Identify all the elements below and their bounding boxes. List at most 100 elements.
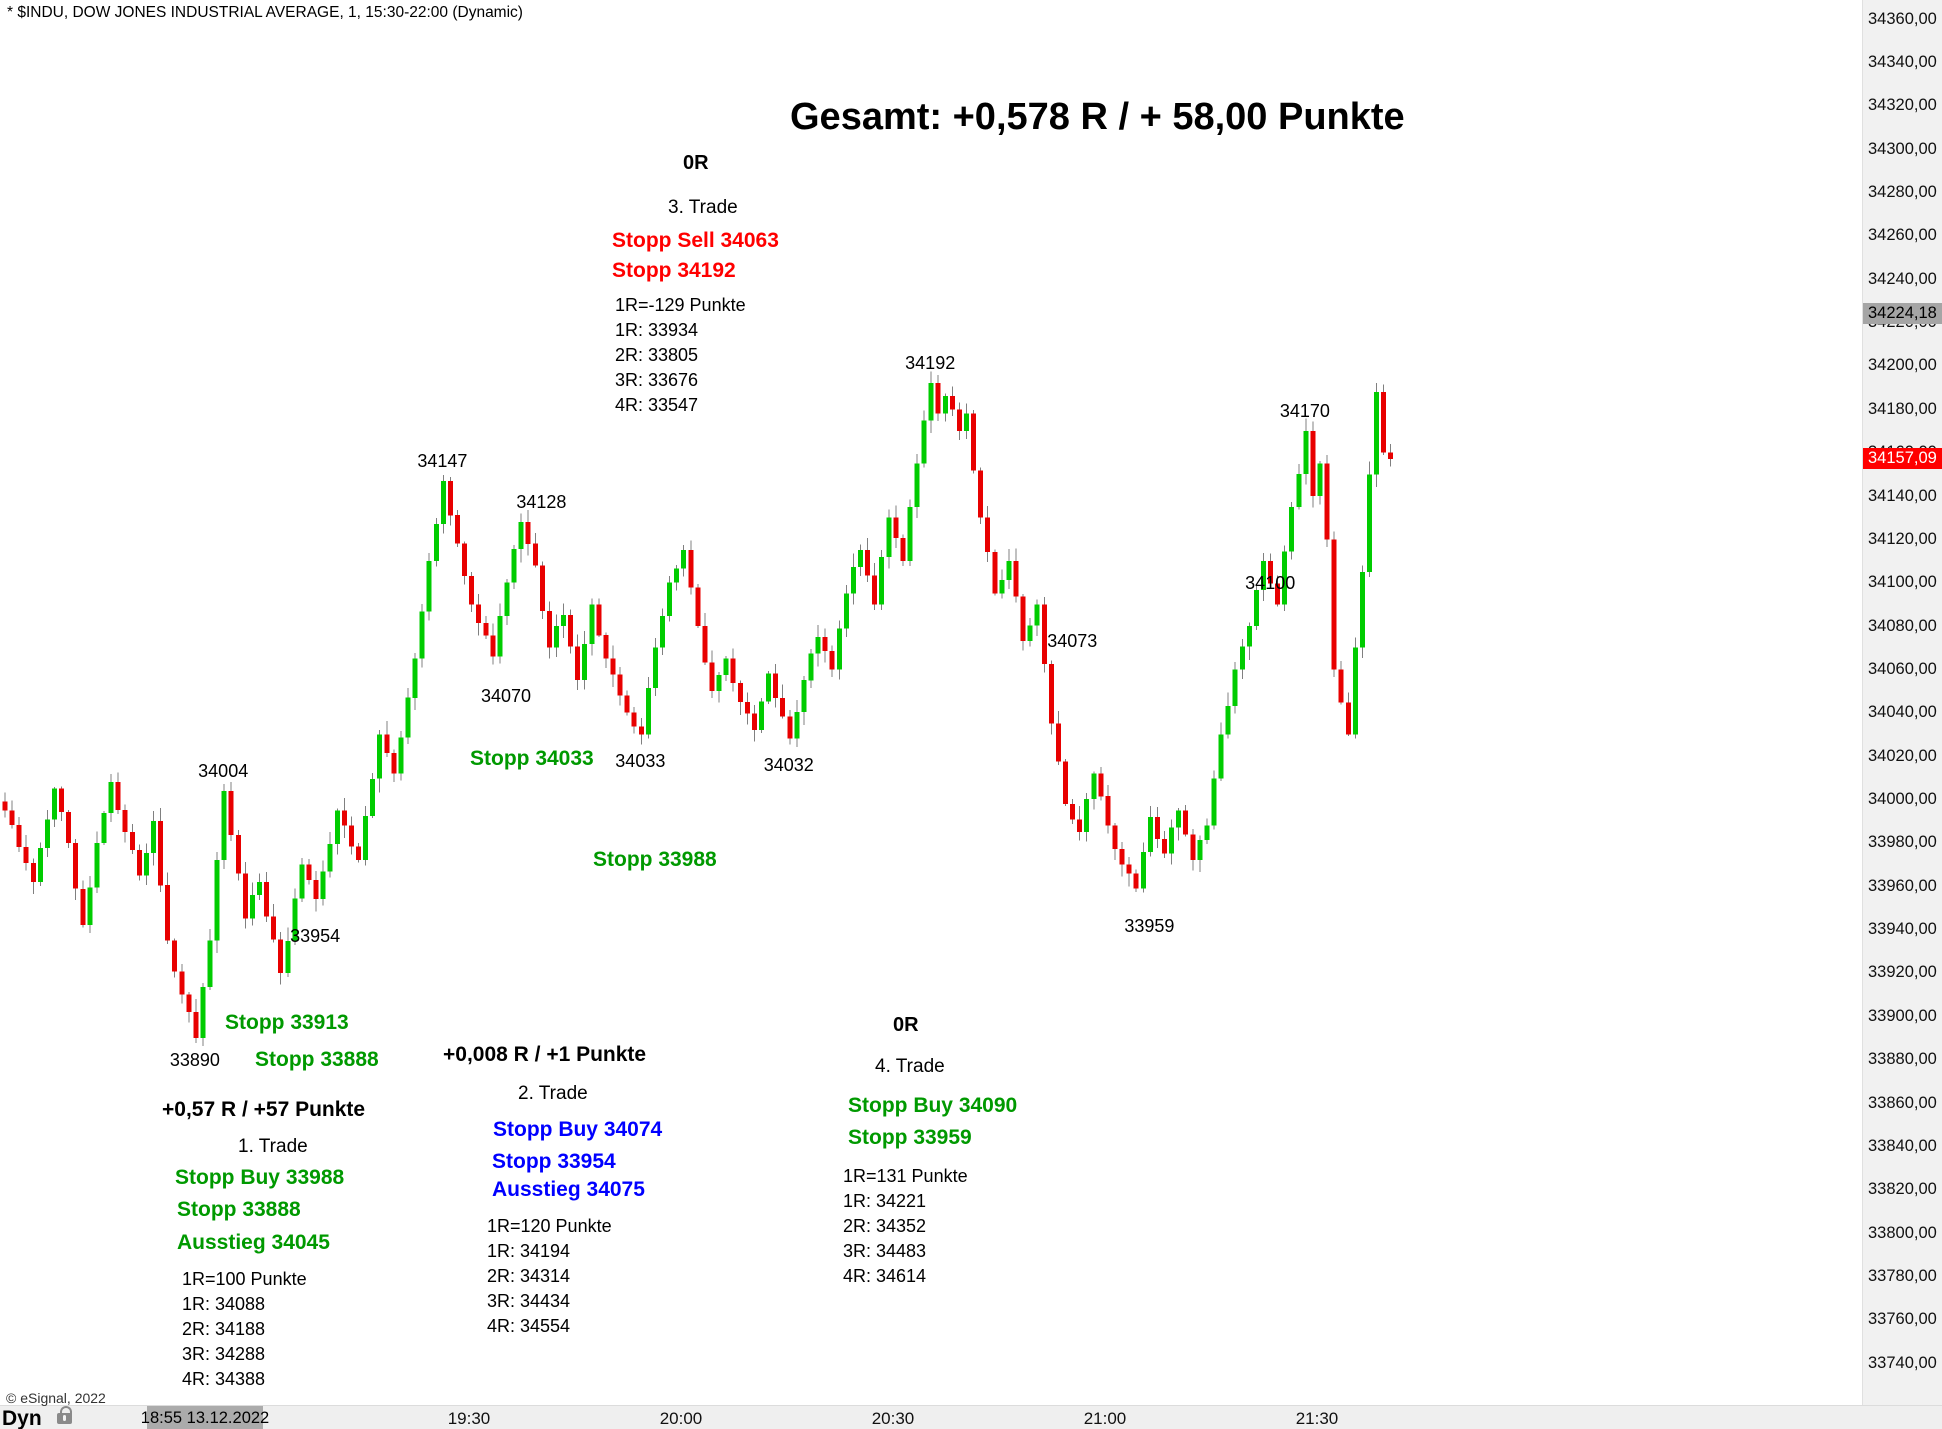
trade-annotation: Stopp Buy 34074 xyxy=(493,1118,663,1141)
r-target-line: 1R=131 Punkte xyxy=(843,1166,968,1186)
time-tick: 20:30 xyxy=(871,1409,915,1428)
last-price-value: 34157,09 xyxy=(1868,449,1937,468)
price-tick: 34260,00 xyxy=(1868,226,1937,245)
price-tick: 34300,00 xyxy=(1868,139,1937,158)
price-tick: 33860,00 xyxy=(1868,1093,1937,1112)
trade-annotation: 1R=-129 Punkte 1R: 33934 2R: 33805 3R: 3367… xyxy=(615,293,746,418)
price-tick: 34340,00 xyxy=(1868,52,1937,71)
price-tick: 33900,00 xyxy=(1868,1006,1937,1025)
trade-annotation: 3. Trade xyxy=(668,197,738,218)
lock-icon xyxy=(57,1406,72,1424)
r-target-line: 3R: 34288 xyxy=(182,1344,266,1364)
trade-annotation: Stopp 34033 xyxy=(470,747,594,770)
trade-annotation: Stopp 33988 xyxy=(593,848,717,871)
price-tick: 34240,00 xyxy=(1868,269,1937,288)
trade-annotation: 1. Trade xyxy=(238,1136,308,1157)
price-tick: 34120,00 xyxy=(1868,529,1937,548)
r-target-line: 1R=-129 Punkte xyxy=(615,295,746,315)
symbol-title: * $INDU, DOW JONES INDUSTRIAL AVERAGE, 1… xyxy=(7,4,523,21)
trade-annotation: 2. Trade xyxy=(518,1083,588,1104)
total-result-title: Gesamt: +0,578 R / + 58,00 Punkte xyxy=(790,96,1405,138)
trade-annotation: Stopp Buy 34090 xyxy=(848,1094,1018,1117)
price-axis[interactable]: 34360,00 34340,00 34320,00 34300,00 34280,00… xyxy=(1862,0,1942,1405)
price-tick: 33780,00 xyxy=(1868,1266,1937,1285)
price-tick: 33800,00 xyxy=(1868,1223,1937,1242)
r-target-line: 4R: 34554 xyxy=(487,1316,571,1336)
dynamic-mode-label: Dyn xyxy=(2,1407,42,1429)
price-tick: 34060,00 xyxy=(1868,659,1937,678)
price-tick: 34040,00 xyxy=(1868,703,1937,722)
r-target-line: 2R: 34314 xyxy=(487,1266,571,1286)
price-tick: 33980,00 xyxy=(1868,833,1937,852)
r-target-line: 1R=100 Punkte xyxy=(182,1269,307,1289)
candlestick-chart[interactable] xyxy=(0,0,1862,1405)
price-point-label: 34033 xyxy=(615,750,666,771)
price-point-label: 34073 xyxy=(1047,631,1098,652)
price-point-label: 34100 xyxy=(1245,572,1296,593)
copyright-label: © eSignal, 2022 xyxy=(6,1390,106,1406)
r-target-line: 4R: 33547 xyxy=(615,395,699,415)
price-point-label: 34192 xyxy=(905,353,956,374)
r-target-line: 1R=120 Punkte xyxy=(487,1216,612,1236)
price-tick: 33960,00 xyxy=(1868,876,1937,895)
price-tick: 34140,00 xyxy=(1868,486,1937,505)
price-point-label: 33890 xyxy=(169,1049,220,1070)
time-tick: 19:30 xyxy=(447,1409,491,1428)
trade-annotation: 1R=131 Punkte 1R: 34221 2R: 34352 3R: 34483… xyxy=(843,1164,968,1289)
last-price-label: 34157,09 xyxy=(1863,448,1942,470)
session-start-label: 18:55 13.12.2022 xyxy=(141,1406,269,1429)
r-target-line: 3R: 34434 xyxy=(487,1291,571,1311)
price-point-label: 33959 xyxy=(1124,915,1175,936)
price-tick: 33880,00 xyxy=(1868,1050,1937,1069)
price-tick: 34280,00 xyxy=(1868,182,1937,201)
trade-annotation: Stopp 33959 xyxy=(848,1126,972,1149)
trade-annotation: 1R=120 Punkte 1R: 34194 2R: 34314 3R: 34434… xyxy=(487,1214,612,1339)
price-point-label: 34147 xyxy=(417,450,468,471)
trade-annotation: Stopp Buy 33988 xyxy=(175,1166,345,1189)
trade-annotation: 0R xyxy=(683,152,709,174)
price-point-label: 34128 xyxy=(516,491,567,512)
trade-annotation: Ausstieg 34075 xyxy=(492,1178,645,1201)
price-tick: 33840,00 xyxy=(1868,1136,1937,1155)
price-tick: 34100,00 xyxy=(1868,573,1937,592)
r-target-line: 3R: 33676 xyxy=(615,370,699,390)
trade-annotation: 0R xyxy=(893,1014,919,1036)
r-target-line: 1R: 34088 xyxy=(182,1294,266,1314)
price-tick: 34000,00 xyxy=(1868,790,1937,808)
r-target-line: 2R: 33805 xyxy=(615,345,699,365)
r-target-line: 4R: 34388 xyxy=(182,1369,266,1389)
price-point-label: 34170 xyxy=(1279,400,1330,421)
price-point-label: 34032 xyxy=(763,755,814,776)
time-tick: 20:00 xyxy=(659,1409,703,1428)
price-tick: 33820,00 xyxy=(1868,1180,1937,1199)
trade-annotation: 1R=100 Punkte 1R: 34088 2R: 34188 3R: 34288… xyxy=(182,1267,307,1392)
time-tick: 21:00 xyxy=(1083,1409,1127,1428)
r-target-line: 1R: 34221 xyxy=(843,1191,927,1211)
marker-price-value: 34224,18 xyxy=(1868,303,1937,322)
price-tick: 34360,00 xyxy=(1868,9,1937,28)
r-target-line: 1R: 33934 xyxy=(615,320,699,340)
price-tick: 33760,00 xyxy=(1868,1310,1937,1329)
trade-annotation: 4. Trade xyxy=(875,1056,945,1077)
price-tick: 34020,00 xyxy=(1868,746,1937,765)
price-point-label: 34070 xyxy=(480,685,532,706)
trade-annotation: Stopp Sell 34063 xyxy=(612,229,779,252)
trade-annotation: Stopp 33913 xyxy=(225,1011,349,1034)
price-tick: 34320,00 xyxy=(1868,96,1937,115)
price-tick: 34180,00 xyxy=(1868,399,1937,418)
r-target-line: 3R: 34483 xyxy=(843,1241,927,1261)
trade-annotation: +0,57 R / +57 Punkte xyxy=(162,1098,366,1121)
time-axis[interactable]: Dyn 18:55 13.12.2022 19:30 20:00 20:30 21:0… xyxy=(0,1405,1942,1429)
price-tick: 34080,00 xyxy=(1868,616,1937,635)
price-tick: 33940,00 xyxy=(1868,920,1937,939)
trade-annotation: Ausstieg 34045 xyxy=(177,1231,330,1254)
trade-annotation: Stopp 33888 xyxy=(255,1048,379,1071)
trade-annotation: Stopp 34192 xyxy=(612,259,736,282)
time-tick: 21:30 xyxy=(1295,1409,1339,1428)
price-tick: 34200,00 xyxy=(1868,356,1937,375)
trade-annotation: Stopp 33954 xyxy=(492,1150,616,1173)
price-tick: 33740,00 xyxy=(1868,1353,1937,1372)
trade-annotation: Stopp 33888 xyxy=(177,1198,301,1221)
price-point-label: 34004 xyxy=(198,760,249,781)
r-target-line: 2R: 34188 xyxy=(182,1319,266,1339)
